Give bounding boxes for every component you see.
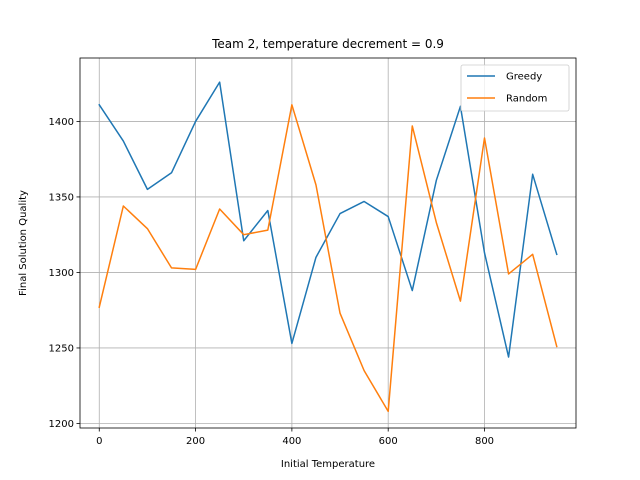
y-axis-label: Final Solution Quality [18, 190, 29, 296]
x-tick-label: 0 [96, 436, 102, 447]
y-tick-label: 1250 [49, 343, 74, 354]
y-tick-label: 1200 [49, 419, 74, 430]
y-axis: 1200 1250 1300 1350 1400 [49, 117, 80, 430]
legend-label-random: Random [506, 94, 547, 105]
plot-frame [79, 57, 577, 429]
x-tick-label: 200 [186, 436, 205, 447]
series-line-greedy [98, 81, 558, 358]
x-tick-label: 400 [282, 436, 301, 447]
y-tick-label: 1300 [49, 268, 74, 279]
x-axis-label: Initial Temperature [281, 459, 375, 470]
legend: Greedy Random [460, 64, 570, 112]
chart-title: Team 2, temperature decrement = 0.9 [211, 37, 444, 51]
x-tick-label: 600 [379, 436, 398, 447]
y-tick-label: 1400 [49, 117, 74, 128]
y-tick-label: 1350 [49, 192, 74, 203]
x-axis: 0 200 400 600 800 [96, 428, 494, 447]
x-tick-label: 800 [475, 436, 494, 447]
series-line-random [98, 104, 558, 413]
grid-lines [80, 58, 576, 428]
series-layer [98, 81, 558, 413]
legend-label-greedy: Greedy [506, 72, 542, 83]
